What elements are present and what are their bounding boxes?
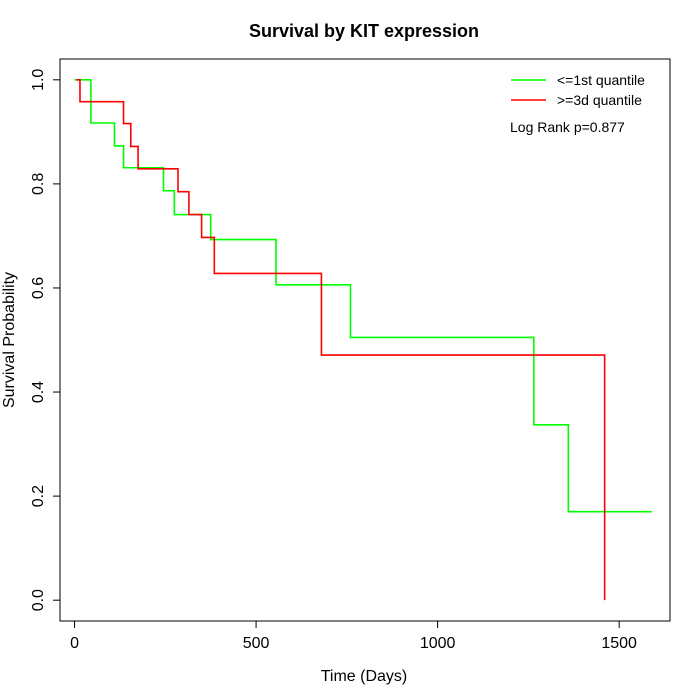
x-axis-label: Time (Days): [321, 668, 408, 685]
y-tick-label: 0.6: [30, 277, 47, 299]
plot-frame: [59, 58, 671, 622]
y-tick-label: 0.0: [30, 589, 47, 611]
legend: <=1st quantile >=3d quantile: [511, 72, 645, 108]
y-tick-label: 0.2: [30, 485, 47, 507]
x-tick-label: 0: [70, 635, 79, 652]
chart-title: Survival by KIT expression: [249, 21, 479, 41]
series-0-curve: [74, 79, 652, 513]
x-tick-label: 1000: [420, 635, 456, 652]
y-tick-label: 0.4: [30, 381, 47, 403]
x-tick-label: 500: [243, 635, 270, 652]
legend-label: <=1st quantile: [557, 72, 645, 88]
series-1-curve: [76, 79, 606, 601]
y-tick-label: 0.8: [30, 173, 47, 195]
series-layer: [74, 79, 652, 601]
x-tick-label: 1500: [601, 635, 637, 652]
y-axis-label: Survival Probability: [1, 272, 18, 408]
x-axis: 0 500 1000 1500: [70, 620, 637, 652]
legend-label: >=3d quantile: [557, 92, 642, 108]
y-tick-label: 1.0: [30, 69, 47, 91]
log-rank-annotation: Log Rank p=0.877: [510, 119, 625, 135]
y-axis: 0.0 0.2 0.4 0.6 0.8 1.0: [30, 69, 61, 611]
